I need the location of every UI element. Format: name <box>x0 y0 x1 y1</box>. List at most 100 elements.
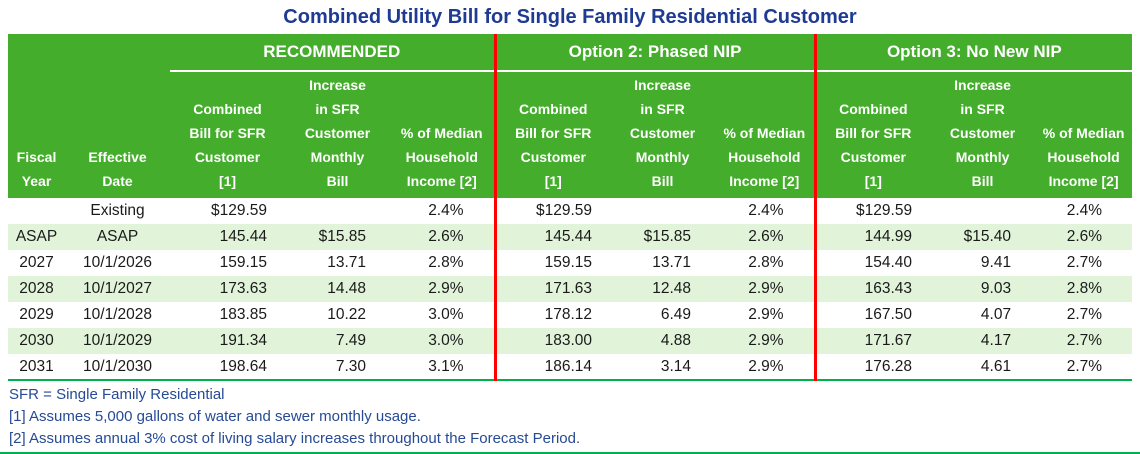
data-cell: 12.48 <box>610 276 716 302</box>
page-title: Combined Utility Bill for Single Family … <box>283 6 857 28</box>
table-row: Existing $129.59 2.4% $129.59 2.4% $129.59 2.4… <box>8 198 1133 224</box>
data-cell: 198.64 <box>170 354 285 381</box>
data-cell: 10/1/2030 <box>65 354 170 381</box>
data-cell: 6.49 <box>610 302 716 328</box>
col-header-fiscal-year: Fiscal Year <box>8 71 65 198</box>
data-cell: Existing <box>65 198 170 224</box>
data-cell: 2.8% <box>715 250 816 276</box>
data-cell <box>610 198 716 224</box>
data-cell: $15.85 <box>610 224 716 250</box>
data-cell: 3.14 <box>610 354 716 381</box>
data-cell: 4.61 <box>930 354 1036 381</box>
data-cell: 163.43 <box>813 276 931 302</box>
group-header-option2: Option 2: Phased NIP <box>493 34 816 72</box>
table-row: 2029 10/1/2028 183.85 10.22 3.0% 178.12 6.49 2.… <box>8 302 1133 328</box>
data-cell: $15.85 <box>285 224 390 250</box>
data-cell: 2.9% <box>715 302 816 328</box>
data-cell: 145.44 <box>170 224 285 250</box>
table-row: 2030 10/1/2029 191.34 7.49 3.0% 183.00 4.88 2.9… <box>8 328 1133 354</box>
data-cell: 4.88 <box>610 328 716 354</box>
data-cell: 159.15 <box>493 250 611 276</box>
data-cell: 2.4% <box>1035 198 1133 224</box>
data-cell: 183.85 <box>170 302 285 328</box>
data-cell: 186.14 <box>493 354 611 381</box>
data-cell: 3.1% <box>390 354 496 381</box>
data-cell: 3.0% <box>390 328 496 354</box>
data-cell: 2.7% <box>1035 328 1133 354</box>
data-cell: 178.12 <box>493 302 611 328</box>
data-cell: $129.59 <box>170 198 285 224</box>
data-cell: 13.71 <box>285 250 390 276</box>
data-cell: 4.17 <box>930 328 1036 354</box>
data-cell: 13.71 <box>610 250 716 276</box>
data-cell: 2.6% <box>1035 224 1133 250</box>
data-cell: 2.7% <box>1035 354 1133 381</box>
data-cell: 2.8% <box>1035 276 1133 302</box>
data-cell: 183.00 <box>493 328 611 354</box>
data-cell: 10/1/2026 <box>65 250 170 276</box>
column-header-row: Fiscal Year Effective Date Combined Bill… <box>8 71 1133 198</box>
table-row: 2027 10/1/2026 159.15 13.71 2.8% 159.15 13.71 2… <box>8 250 1133 276</box>
data-cell <box>285 198 390 224</box>
group-header-recommended: RECOMMENDED <box>170 34 496 72</box>
data-cell: 2.4% <box>715 198 816 224</box>
col-header-combined-bill: Combined Bill for SFR Customer [1] <box>813 71 931 198</box>
data-cell: 14.48 <box>285 276 390 302</box>
data-cell: $129.59 <box>493 198 611 224</box>
data-cell: 10/1/2027 <box>65 276 170 302</box>
data-cell: 10.22 <box>285 302 390 328</box>
data-cell: 3.0% <box>390 302 496 328</box>
data-cell: 7.49 <box>285 328 390 354</box>
data-cell: 9.03 <box>930 276 1036 302</box>
data-cell: ASAP <box>65 224 170 250</box>
col-header-increase: Increase in SFR Customer Monthly Bill <box>285 71 390 198</box>
data-cell: 167.50 <box>813 302 931 328</box>
data-cell: 4.07 <box>930 302 1036 328</box>
bottom-rule <box>0 452 1140 454</box>
col-header-pct-median: % of Median Household Income [2] <box>1035 71 1133 198</box>
data-cell: 7.30 <box>285 354 390 381</box>
group-header-spacer <box>8 34 170 71</box>
footnote-sfr: SFR = Single Family Residential <box>9 386 225 403</box>
footnote-1: [1] Assumes 5,000 gallons of water and s… <box>9 408 421 425</box>
data-cell: 2028 <box>8 276 65 302</box>
data-cell: 2.9% <box>715 276 816 302</box>
col-header-combined-bill: Combined Bill for SFR Customer [1] <box>493 71 611 198</box>
footnote-2: [2] Assumes annual 3% cost of living sal… <box>9 430 581 447</box>
data-cell: 2.6% <box>715 224 816 250</box>
data-cell: 2.7% <box>1035 302 1133 328</box>
data-cell: 145.44 <box>493 224 611 250</box>
data-cell: 173.63 <box>170 276 285 302</box>
data-cell: 2.9% <box>715 328 816 354</box>
table-row: 2031 10/1/2030 198.64 7.30 3.1% 186.14 3.14 2.9… <box>8 354 1133 381</box>
data-cell: 2.9% <box>715 354 816 381</box>
data-cell: 154.40 <box>813 250 931 276</box>
col-header-combined-bill: Combined Bill for SFR Customer [1] <box>170 71 285 198</box>
col-header-effective-date: Effective Date <box>65 71 170 198</box>
data-cell: 144.99 <box>813 224 931 250</box>
data-cell: 10/1/2029 <box>65 328 170 354</box>
data-cell: $129.59 <box>813 198 931 224</box>
table-body: Existing $129.59 2.4% $129.59 2.4% $129.59 2.4… <box>8 198 1133 381</box>
utility-bill-table: RECOMMENDED Option 2: Phased NIP Option … <box>8 34 1133 381</box>
data-cell: 9.41 <box>930 250 1036 276</box>
table-row: 2028 10/1/2027 173.63 14.48 2.9% 171.63 12.48 2… <box>8 276 1133 302</box>
data-cell: 171.67 <box>813 328 931 354</box>
data-cell <box>930 198 1036 224</box>
table-header: RECOMMENDED Option 2: Phased NIP Option … <box>8 34 1133 198</box>
col-header-increase: Increase in SFR Customer Monthly Bill <box>610 71 716 198</box>
data-cell: 176.28 <box>813 354 931 381</box>
col-header-pct-median: % of Median Household Income [2] <box>390 71 496 198</box>
group-header-option3: Option 3: No New NIP <box>813 34 1133 72</box>
data-cell: ASAP <box>8 224 65 250</box>
data-cell: 2.6% <box>390 224 496 250</box>
footnotes: SFR = Single Family Residential [1] Assu… <box>9 384 1140 450</box>
data-cell: 2031 <box>8 354 65 381</box>
data-cell: 2027 <box>8 250 65 276</box>
data-cell: 159.15 <box>170 250 285 276</box>
data-cell: 191.34 <box>170 328 285 354</box>
col-header-increase: Increase in SFR Customer Monthly Bill <box>930 71 1036 198</box>
data-cell: 10/1/2028 <box>65 302 170 328</box>
data-cell: 2029 <box>8 302 65 328</box>
data-cell: 2.8% <box>390 250 496 276</box>
